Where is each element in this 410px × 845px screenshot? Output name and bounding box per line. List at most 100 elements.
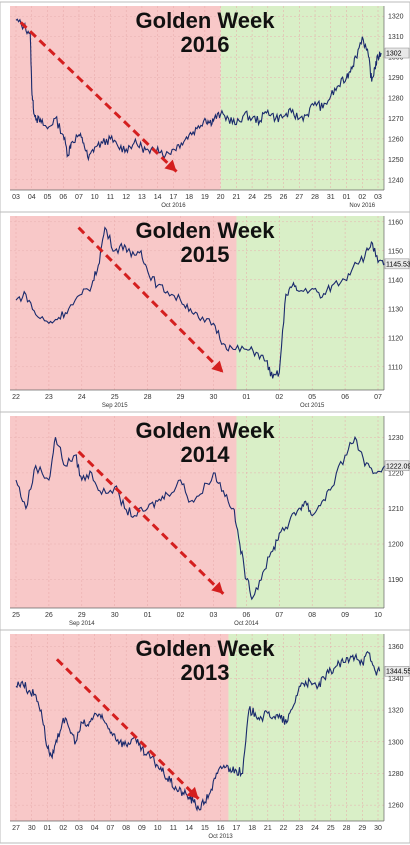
holiday-shade xyxy=(236,216,384,390)
x-tick-label: 14 xyxy=(154,194,162,201)
x-tick-label: 18 xyxy=(248,825,256,832)
x-tick-label: 17 xyxy=(232,825,240,832)
pre-holiday-shade xyxy=(10,416,237,608)
x-tick-label: 06 xyxy=(341,394,349,401)
last-value-box xyxy=(384,47,410,59)
x-tick-label: 14 xyxy=(185,825,193,832)
x-tick-label: 25 xyxy=(327,825,335,832)
x-tick-label: 26 xyxy=(280,194,288,201)
x-tick-label: 04 xyxy=(28,194,36,201)
y-tick-label: 1200 xyxy=(388,542,404,549)
chart-title-line1: Golden Week xyxy=(136,218,276,243)
x-tick-label: 30 xyxy=(210,394,218,401)
x-tick-label: 29 xyxy=(177,394,185,401)
y-tick-label: 1280 xyxy=(388,96,404,103)
last-value-label: 1302 xyxy=(386,51,402,58)
x-tick-label: 27 xyxy=(12,825,20,832)
chart-panel-2013: 27 30 01 02 03 04 07 08 09 10 11 14 15 16 17 18 21 22 23 24… xyxy=(0,629,410,844)
month-label: Oct 2016 xyxy=(161,203,186,209)
y-tick-label: 1360 xyxy=(388,644,404,651)
x-tick-label: 03 xyxy=(75,825,83,832)
x-tick-label: 30 xyxy=(111,612,119,619)
x-tick-label: 09 xyxy=(138,825,146,832)
price-series-line xyxy=(15,435,386,601)
y-tick-label: 1110 xyxy=(388,364,403,371)
y-tick-label: 1140 xyxy=(388,277,403,284)
x-tick-label: 19 xyxy=(201,194,209,201)
month-label: Oct 2014 xyxy=(234,621,259,627)
downtrend-arrow-line xyxy=(55,658,200,800)
last-value-box xyxy=(384,665,410,677)
month-label: Sep 2015 xyxy=(102,403,128,409)
last-value-box xyxy=(384,258,410,270)
x-tick-label: 09 xyxy=(341,612,349,619)
pre-holiday-shade xyxy=(10,216,237,390)
x-tick-label: 07 xyxy=(275,612,283,619)
y-tick-label: 1130 xyxy=(388,306,403,313)
x-tick-label: 16 xyxy=(217,825,225,832)
x-tick-label: 11 xyxy=(107,194,114,201)
downtrend-arrow-line xyxy=(77,450,225,595)
month-label: Nov 2016 xyxy=(349,203,375,209)
chart-title-line2: 2016 xyxy=(181,32,230,57)
y-tick-label: 1320 xyxy=(388,14,404,21)
x-tick-label: 29 xyxy=(358,825,366,832)
y-tick-label: 1270 xyxy=(388,116,404,123)
x-tick-label: 25 xyxy=(264,194,272,201)
y-tick-label: 1190 xyxy=(388,577,403,584)
downtrend-arrow-head xyxy=(211,581,224,594)
x-tick-label: 08 xyxy=(308,612,316,619)
x-tick-label: 24 xyxy=(311,825,319,832)
chart-title-line1: Golden Week xyxy=(136,418,276,443)
x-tick-label: 01 xyxy=(242,394,250,401)
downtrend-arrow-line xyxy=(77,226,225,374)
downtrend-arrow-head xyxy=(164,159,177,172)
y-tick-label: 1160 xyxy=(388,219,403,226)
x-tick-label: 07 xyxy=(374,394,382,401)
y-tick-label: 1120 xyxy=(388,335,403,342)
holiday-shade xyxy=(228,634,384,821)
x-tick-label: 10 xyxy=(154,825,162,832)
y-tick-label: 1260 xyxy=(388,803,404,810)
x-tick-label: 02 xyxy=(59,825,67,832)
last-value-label: 1222.09 xyxy=(386,463,410,470)
x-tick-label: 30 xyxy=(28,825,36,832)
y-tick-label: 1290 xyxy=(388,75,404,82)
y-tick-label: 1280 xyxy=(388,771,404,778)
downtrend-arrow-line xyxy=(19,21,178,173)
x-tick-label: 08 xyxy=(122,825,130,832)
chart-panel-2014: 25 26 29 30 01 02 03 06 07 08 09 10 Sep 2014 Oct 2014… xyxy=(0,411,410,631)
x-tick-label: 05 xyxy=(308,394,316,401)
y-tick-label: 1150 xyxy=(388,248,403,255)
x-tick-label: 18 xyxy=(185,194,193,201)
x-tick-label: 22 xyxy=(280,825,288,832)
y-tick-label: 1260 xyxy=(388,136,404,143)
y-tick-label: 1340 xyxy=(388,676,404,683)
chart-panel-2015: 22 23 24 25 28 29 30 01 02 05 06 07 Sep 2015 Oct 2015… xyxy=(0,211,410,413)
x-tick-label: 26 xyxy=(45,612,53,619)
x-tick-label: 02 xyxy=(177,612,185,619)
x-tick-label: 06 xyxy=(59,194,67,201)
month-label: Oct 2013 xyxy=(208,834,233,840)
x-tick-label: 01 xyxy=(144,612,152,619)
x-tick-label: 25 xyxy=(12,612,20,619)
x-tick-label: 12 xyxy=(122,194,130,201)
x-tick-label: 05 xyxy=(44,194,52,201)
month-label: Oct 2015 xyxy=(300,403,325,409)
x-tick-label: 01 xyxy=(44,825,52,832)
x-tick-label: 10 xyxy=(91,194,99,201)
x-tick-label: 24 xyxy=(78,394,86,401)
y-tick-label: 1210 xyxy=(388,506,404,513)
x-tick-label: 21 xyxy=(232,194,240,201)
x-tick-label: 21 xyxy=(264,825,272,832)
x-tick-label: 15 xyxy=(201,825,209,832)
x-tick-label: 28 xyxy=(343,825,351,832)
chart-title-line2: 2014 xyxy=(181,442,231,467)
last-value-box xyxy=(384,460,410,472)
last-value-label: 1344.55 xyxy=(386,669,410,676)
y-tick-label: 1230 xyxy=(388,435,404,442)
x-tick-label: 13 xyxy=(138,194,146,201)
x-tick-label: 11 xyxy=(170,825,177,832)
